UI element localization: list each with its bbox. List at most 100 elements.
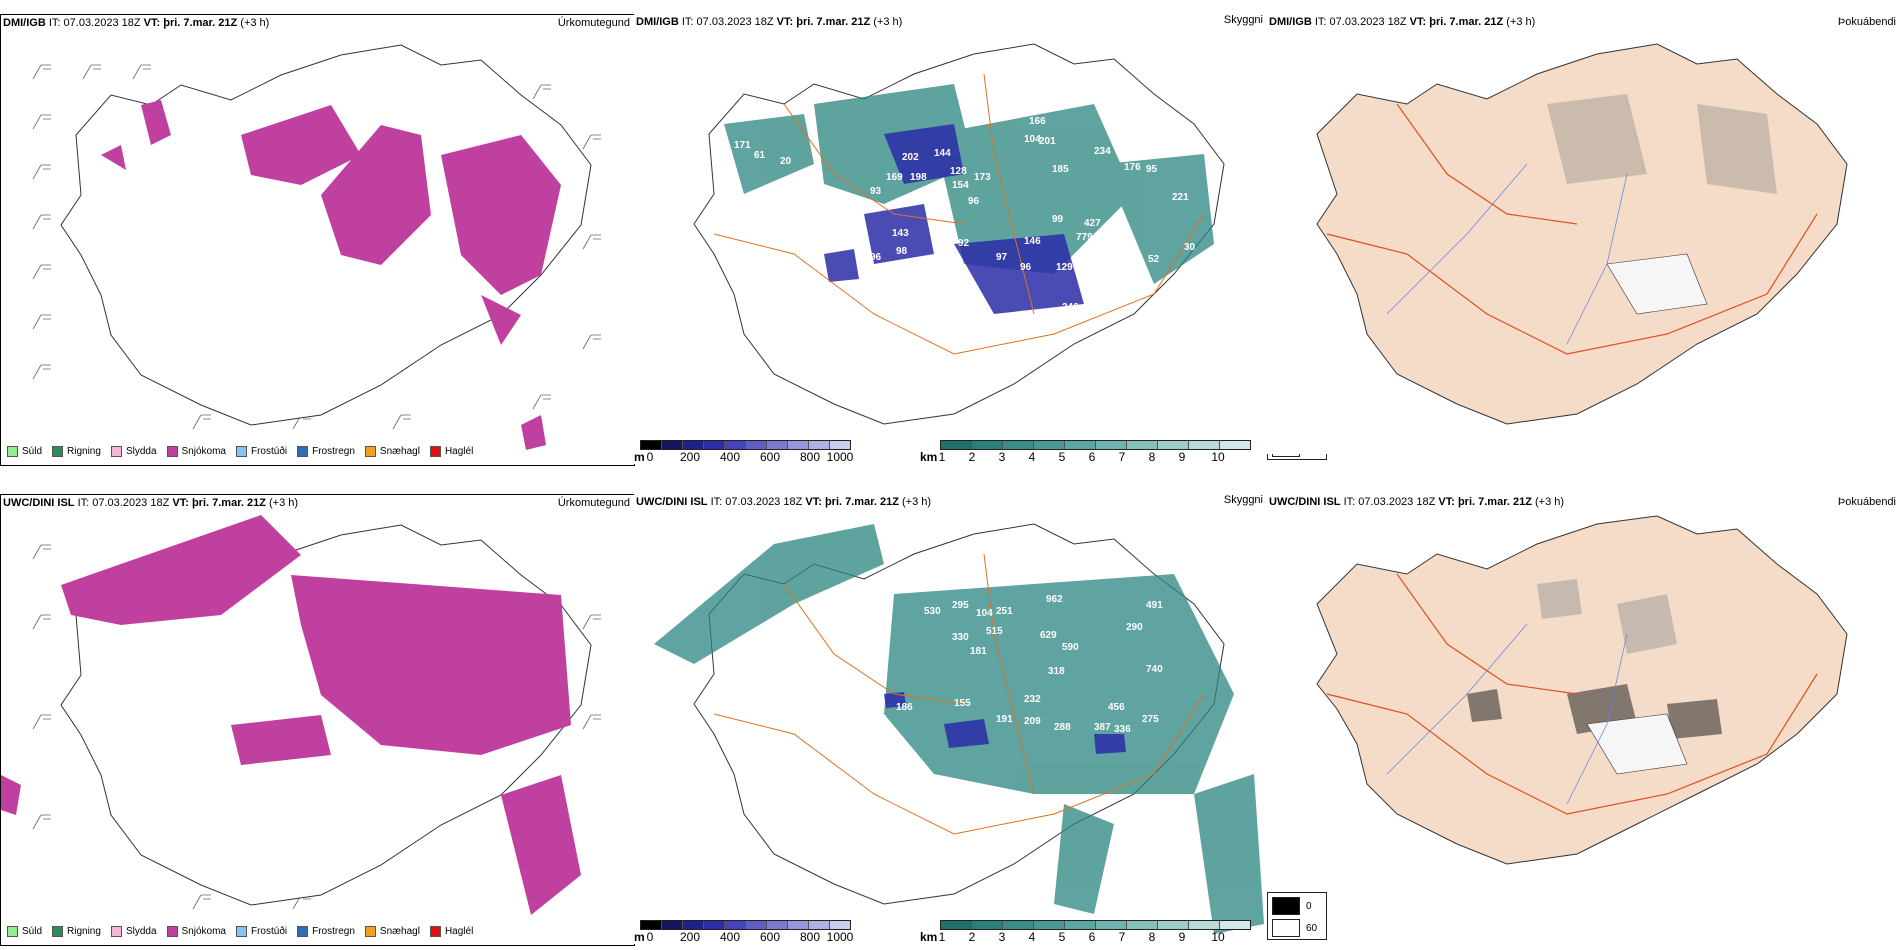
color-cell [809,441,830,449]
visibility-tick: 4 [1028,930,1036,944]
value-label: 336 [1114,724,1131,735]
swatch [429,445,441,457]
ceiling-tick: 800 [799,450,821,464]
value-label: 295 [952,600,969,611]
visibility-tick: 6 [1088,450,1096,464]
it-label: IT: [681,16,694,28]
precip-map-dmi [32,44,601,450]
visibility-tick: 2 [968,930,976,944]
value-label: 246 [1062,302,1079,313]
visibility-cells [940,440,1251,450]
panel-header: DMI/IGB IT: 07.03.2023 18Z VT: þri. 7.ma… [1267,14,1900,32]
swatch [166,445,178,457]
it-label: IT: [710,496,723,508]
legend-label: Haglél [444,445,474,457]
legend-label: Haglél [444,925,474,937]
vt-value: þri. 7.mar. 21Z [796,16,871,28]
legend-item: Frostregn [297,445,355,457]
iceland-landmass [1316,515,1848,865]
precip-legend: Súld Rigning Slydda Snjókoma Frostúði Fr… [3,441,478,461]
value-label: 104 [1024,134,1041,145]
swatch [364,445,376,457]
value-label: 21 [762,236,774,247]
value-label: 29 [848,728,860,739]
road-network [713,73,1205,355]
vt-value: þri. 7.mar. 21Z [1457,496,1532,508]
visibility-tick: 2 [968,450,976,464]
panel-header: UWC/DINI ISL IT: 07.03.2023 18Z VT: þri.… [1,495,634,513]
color-cell [1220,441,1250,449]
legend-item: Snæhagl [364,445,420,457]
color-cell [662,921,683,929]
value-label: 191 [996,714,1013,725]
color-cell [1189,441,1220,449]
value-label: 96 [870,252,882,263]
ceiling-tick: 400 [719,450,741,464]
value-label: 251 [996,606,1013,617]
vt-label: VT: [172,497,189,509]
value-label: 590 [1062,642,1079,653]
panel-title: Þokuábendi [1837,496,1896,508]
ceiling-tick: 0 [646,930,654,944]
value-label: 171 [734,140,751,151]
value-label: 201 [1039,136,1056,147]
visibility-colorbar: km 1 2 3 4 5 6 7 8 9 10 [920,920,1260,944]
legend-label: Súld [22,445,43,457]
vt-offset: (+3 h) [902,496,932,508]
legend-label: Rigning [67,445,101,457]
legend-item: Slydda [110,445,157,457]
ceiling-areas [884,692,1126,754]
precip-panel-uwc: UWC/DINI ISL IT: 07.03.2023 18Z VT: þri.… [0,494,635,946]
value-label: 181 [970,646,987,657]
fog-label: 60 [1306,922,1318,934]
value-label: 154 [952,180,969,191]
ceiling-unit: m [634,450,645,464]
color-cell [830,921,850,929]
visibility-tick: 1 [938,450,946,464]
legend-label: Frostúði [250,925,288,937]
panel-header: UWC/DINI ISL IT: 07.03.2023 18Z VT: þri.… [1267,494,1900,512]
legend-item: Haglél [429,445,474,457]
color-cell [704,441,725,449]
value-label: 682 [994,576,1011,587]
value-label: 77 [1074,258,1086,269]
cloud-panel-uwc: UWC/DINI ISL IT: 07.03.2023 18Z VT: þri.… [634,494,1267,944]
ceiling-cells [640,920,851,930]
fog-panel-dmi: DMI/IGB IT: 07.03.2023 18Z VT: þri. 7.ma… [1267,14,1900,454]
color-cell [809,921,830,929]
vt-label: VT: [1409,16,1427,28]
legend-item: Snæhagl [364,925,420,937]
value-label: 96 [1020,262,1032,273]
color-cell [941,441,972,449]
value-label: 185 [1052,164,1069,175]
precip-panel-dmi: DMI/IGB IT: 07.03.2023 18Z VT: þri. 7.ma… [0,14,635,466]
value-label: 330 [952,632,969,643]
ceiling-tick: 0 [646,450,654,464]
color-cell [1003,441,1034,449]
wind-barbs [32,64,601,430]
value-label: 20 [780,156,792,167]
value-label: 169 [886,172,903,183]
panel-header: UWC/DINI ISL IT: 07.03.2023 18Z VT: þri.… [634,494,1267,512]
legend-item: Snjókoma [166,925,226,937]
visibility-tick: 1 [938,930,946,944]
panel-title: Skyggni [1223,494,1263,506]
ceiling-cells [640,440,851,450]
value-label: 427 [1084,218,1101,229]
color-cell [641,441,662,449]
visibility-tick: 10 [1211,450,1225,464]
swatch [110,925,122,937]
visibility-tick: 3 [998,930,1006,944]
visibility-unit: km [920,930,938,944]
value-label: 30 [1184,242,1196,253]
color-cell [1127,441,1158,449]
ceiling-unit: m [634,930,645,944]
value-label: 104 [976,608,993,619]
swatch [7,925,18,937]
it-value: 07.03.2023 18Z [63,17,141,29]
rivers [1386,163,1628,345]
value-label: 275 [1142,714,1159,725]
snow-areas [1,515,581,915]
vt-offset: (+3 h) [1535,496,1565,508]
ceiling-tick: 800 [799,930,821,944]
